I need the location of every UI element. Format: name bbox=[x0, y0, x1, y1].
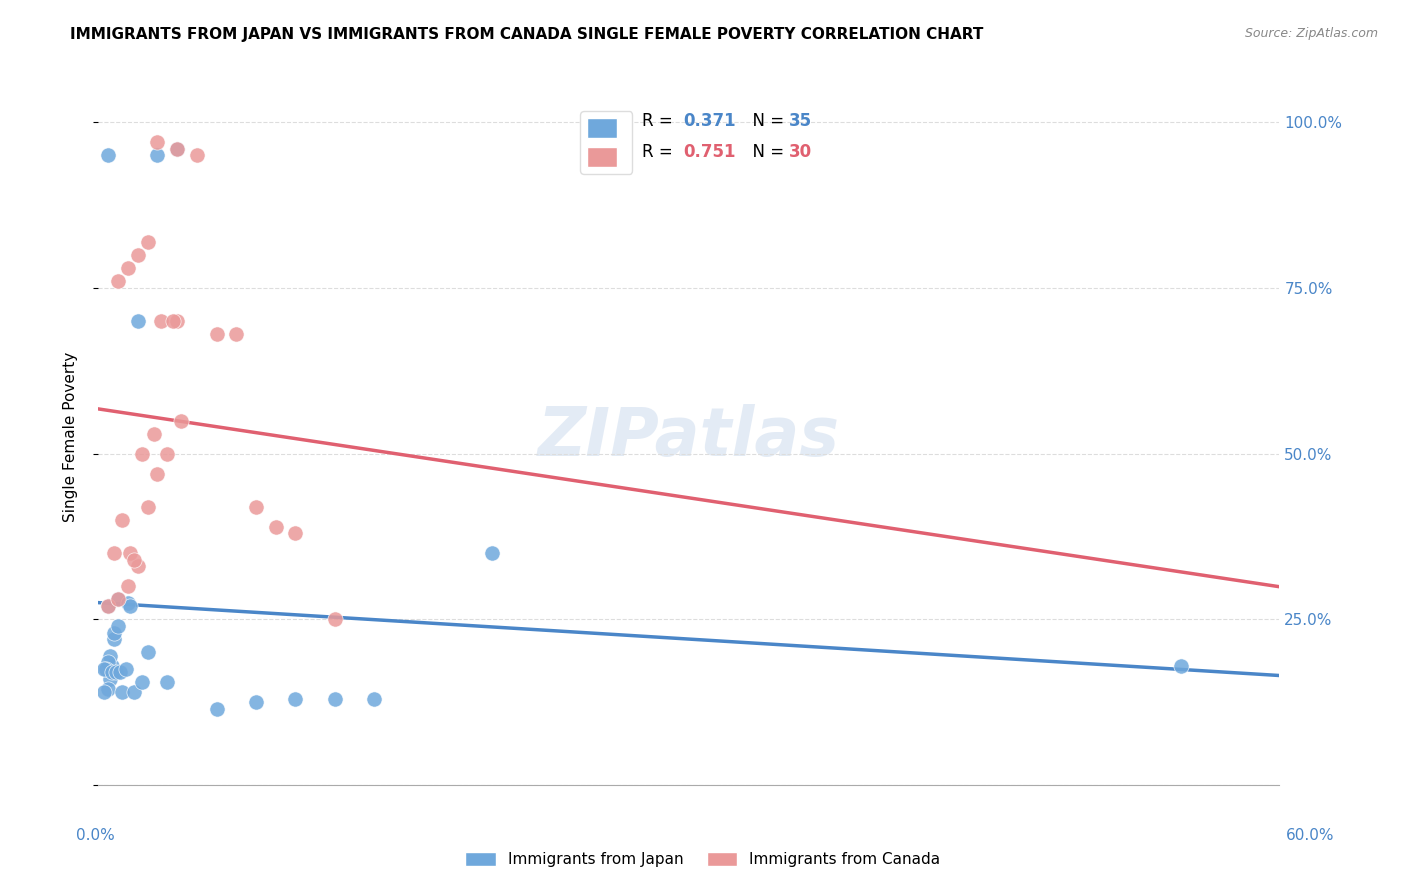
Point bbox=[146, 467, 169, 481]
Text: ZIPatlas: ZIPatlas bbox=[538, 404, 839, 470]
Point bbox=[103, 546, 125, 560]
Point bbox=[117, 596, 139, 610]
Point bbox=[111, 513, 134, 527]
Point bbox=[107, 274, 129, 288]
Point bbox=[166, 314, 188, 328]
Point bbox=[245, 500, 267, 514]
Point bbox=[136, 645, 159, 659]
Point bbox=[166, 142, 188, 156]
Point bbox=[98, 648, 121, 663]
Point bbox=[93, 685, 115, 699]
Point bbox=[363, 691, 385, 706]
Text: N =: N = bbox=[742, 112, 789, 129]
Point bbox=[136, 235, 159, 249]
Text: R =: R = bbox=[641, 112, 678, 129]
Point bbox=[186, 148, 208, 162]
Text: 35: 35 bbox=[789, 112, 813, 129]
Point bbox=[103, 625, 125, 640]
Point bbox=[93, 662, 115, 676]
Point bbox=[205, 702, 228, 716]
Point bbox=[118, 546, 141, 560]
Point bbox=[122, 685, 145, 699]
Text: Source: ZipAtlas.com: Source: ZipAtlas.com bbox=[1244, 27, 1378, 40]
Point bbox=[122, 552, 145, 566]
Point bbox=[127, 248, 149, 262]
Text: 30: 30 bbox=[789, 143, 813, 161]
Point bbox=[156, 447, 179, 461]
Text: R =: R = bbox=[641, 143, 678, 161]
Point bbox=[127, 314, 149, 328]
Point bbox=[96, 662, 118, 676]
Point bbox=[117, 261, 139, 276]
Point bbox=[166, 142, 188, 156]
Point bbox=[150, 314, 173, 328]
Legend: Immigrants from Japan, Immigrants from Canada: Immigrants from Japan, Immigrants from C… bbox=[460, 847, 946, 873]
Point bbox=[170, 413, 193, 427]
Point bbox=[103, 632, 125, 647]
Point bbox=[98, 672, 121, 686]
Point bbox=[142, 426, 165, 441]
Point bbox=[131, 675, 153, 690]
Point bbox=[162, 314, 184, 328]
Point bbox=[146, 148, 169, 162]
Point bbox=[205, 327, 228, 342]
Text: 60.0%: 60.0% bbox=[1286, 829, 1334, 843]
Point bbox=[284, 691, 307, 706]
Point bbox=[111, 685, 134, 699]
Text: 0.0%: 0.0% bbox=[76, 829, 115, 843]
Text: 0.371: 0.371 bbox=[683, 112, 735, 129]
Point bbox=[245, 695, 267, 709]
Point bbox=[127, 559, 149, 574]
Point bbox=[97, 599, 120, 613]
Point bbox=[117, 579, 139, 593]
Text: 0.751: 0.751 bbox=[683, 143, 735, 161]
Point bbox=[323, 612, 346, 626]
Point bbox=[118, 599, 141, 613]
Point bbox=[131, 447, 153, 461]
Point bbox=[1170, 658, 1192, 673]
Point bbox=[481, 546, 503, 560]
Text: N =: N = bbox=[742, 143, 789, 161]
Point bbox=[107, 592, 129, 607]
Text: IMMIGRANTS FROM JAPAN VS IMMIGRANTS FROM CANADA SINGLE FEMALE POVERTY CORRELATIO: IMMIGRANTS FROM JAPAN VS IMMIGRANTS FROM… bbox=[70, 27, 984, 42]
Point bbox=[284, 526, 307, 541]
Y-axis label: Single Female Poverty: Single Female Poverty bbox=[63, 352, 77, 522]
Point bbox=[115, 662, 138, 676]
Point bbox=[105, 665, 128, 680]
Point bbox=[101, 665, 124, 680]
Point bbox=[107, 592, 129, 607]
Point bbox=[264, 519, 287, 533]
Point bbox=[323, 691, 346, 706]
Point bbox=[97, 148, 120, 162]
Point bbox=[156, 675, 179, 690]
Point bbox=[97, 681, 120, 696]
Point bbox=[97, 656, 120, 670]
Point bbox=[225, 327, 247, 342]
Point bbox=[101, 658, 124, 673]
Point bbox=[97, 599, 120, 613]
Legend: , : , bbox=[581, 112, 633, 174]
Point bbox=[107, 619, 129, 633]
Point bbox=[146, 135, 169, 149]
Point bbox=[136, 500, 159, 514]
Point bbox=[108, 665, 131, 680]
